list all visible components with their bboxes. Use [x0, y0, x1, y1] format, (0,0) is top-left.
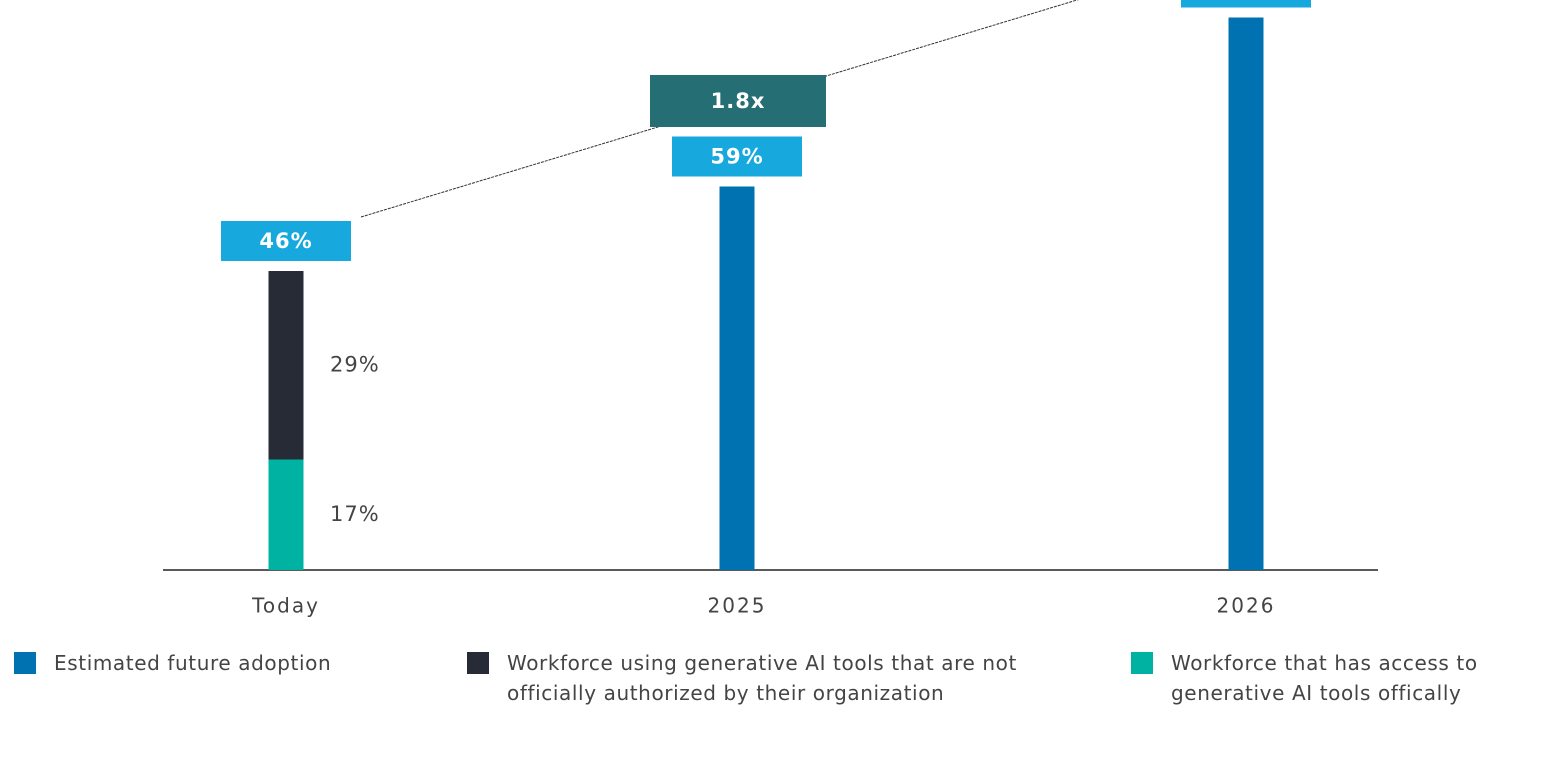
legend-item: Estimated future adoption: [14, 648, 434, 678]
bar-segment: [268, 271, 304, 460]
segment-label: 29%: [330, 352, 380, 376]
x-tick-label: 2026: [1217, 594, 1276, 618]
connector-line: [360, 0, 1079, 218]
annotation: 1.8x: [711, 89, 766, 113]
legend-swatch: [1131, 652, 1153, 674]
value-label-box: [1181, 0, 1311, 8]
value-label: 46%: [259, 229, 312, 253]
bar-segment: [719, 186, 755, 570]
annotation-box: [650, 75, 826, 127]
legend-label: Workforce using generative AI tools that…: [507, 651, 1017, 705]
value-label-box: [221, 221, 351, 261]
segment-label: 17%: [330, 502, 380, 526]
legend-item: Workforce using generative AI tools that…: [467, 648, 1087, 708]
legend-swatch: [14, 652, 36, 674]
x-tick-label: Today: [251, 594, 320, 618]
bar-segment: [1228, 17, 1264, 570]
bar-segment: [268, 459, 304, 570]
legend-label: Estimated future adoption: [54, 651, 332, 675]
x-tick-label: 2025: [708, 594, 767, 618]
legend-swatch: [467, 652, 489, 674]
legend-label: Workforce that has access to generative …: [1171, 651, 1478, 705]
value-label: 59%: [710, 145, 763, 169]
value-label-box: [672, 136, 802, 177]
legend-item: Workforce that has access to generative …: [1131, 648, 1551, 708]
